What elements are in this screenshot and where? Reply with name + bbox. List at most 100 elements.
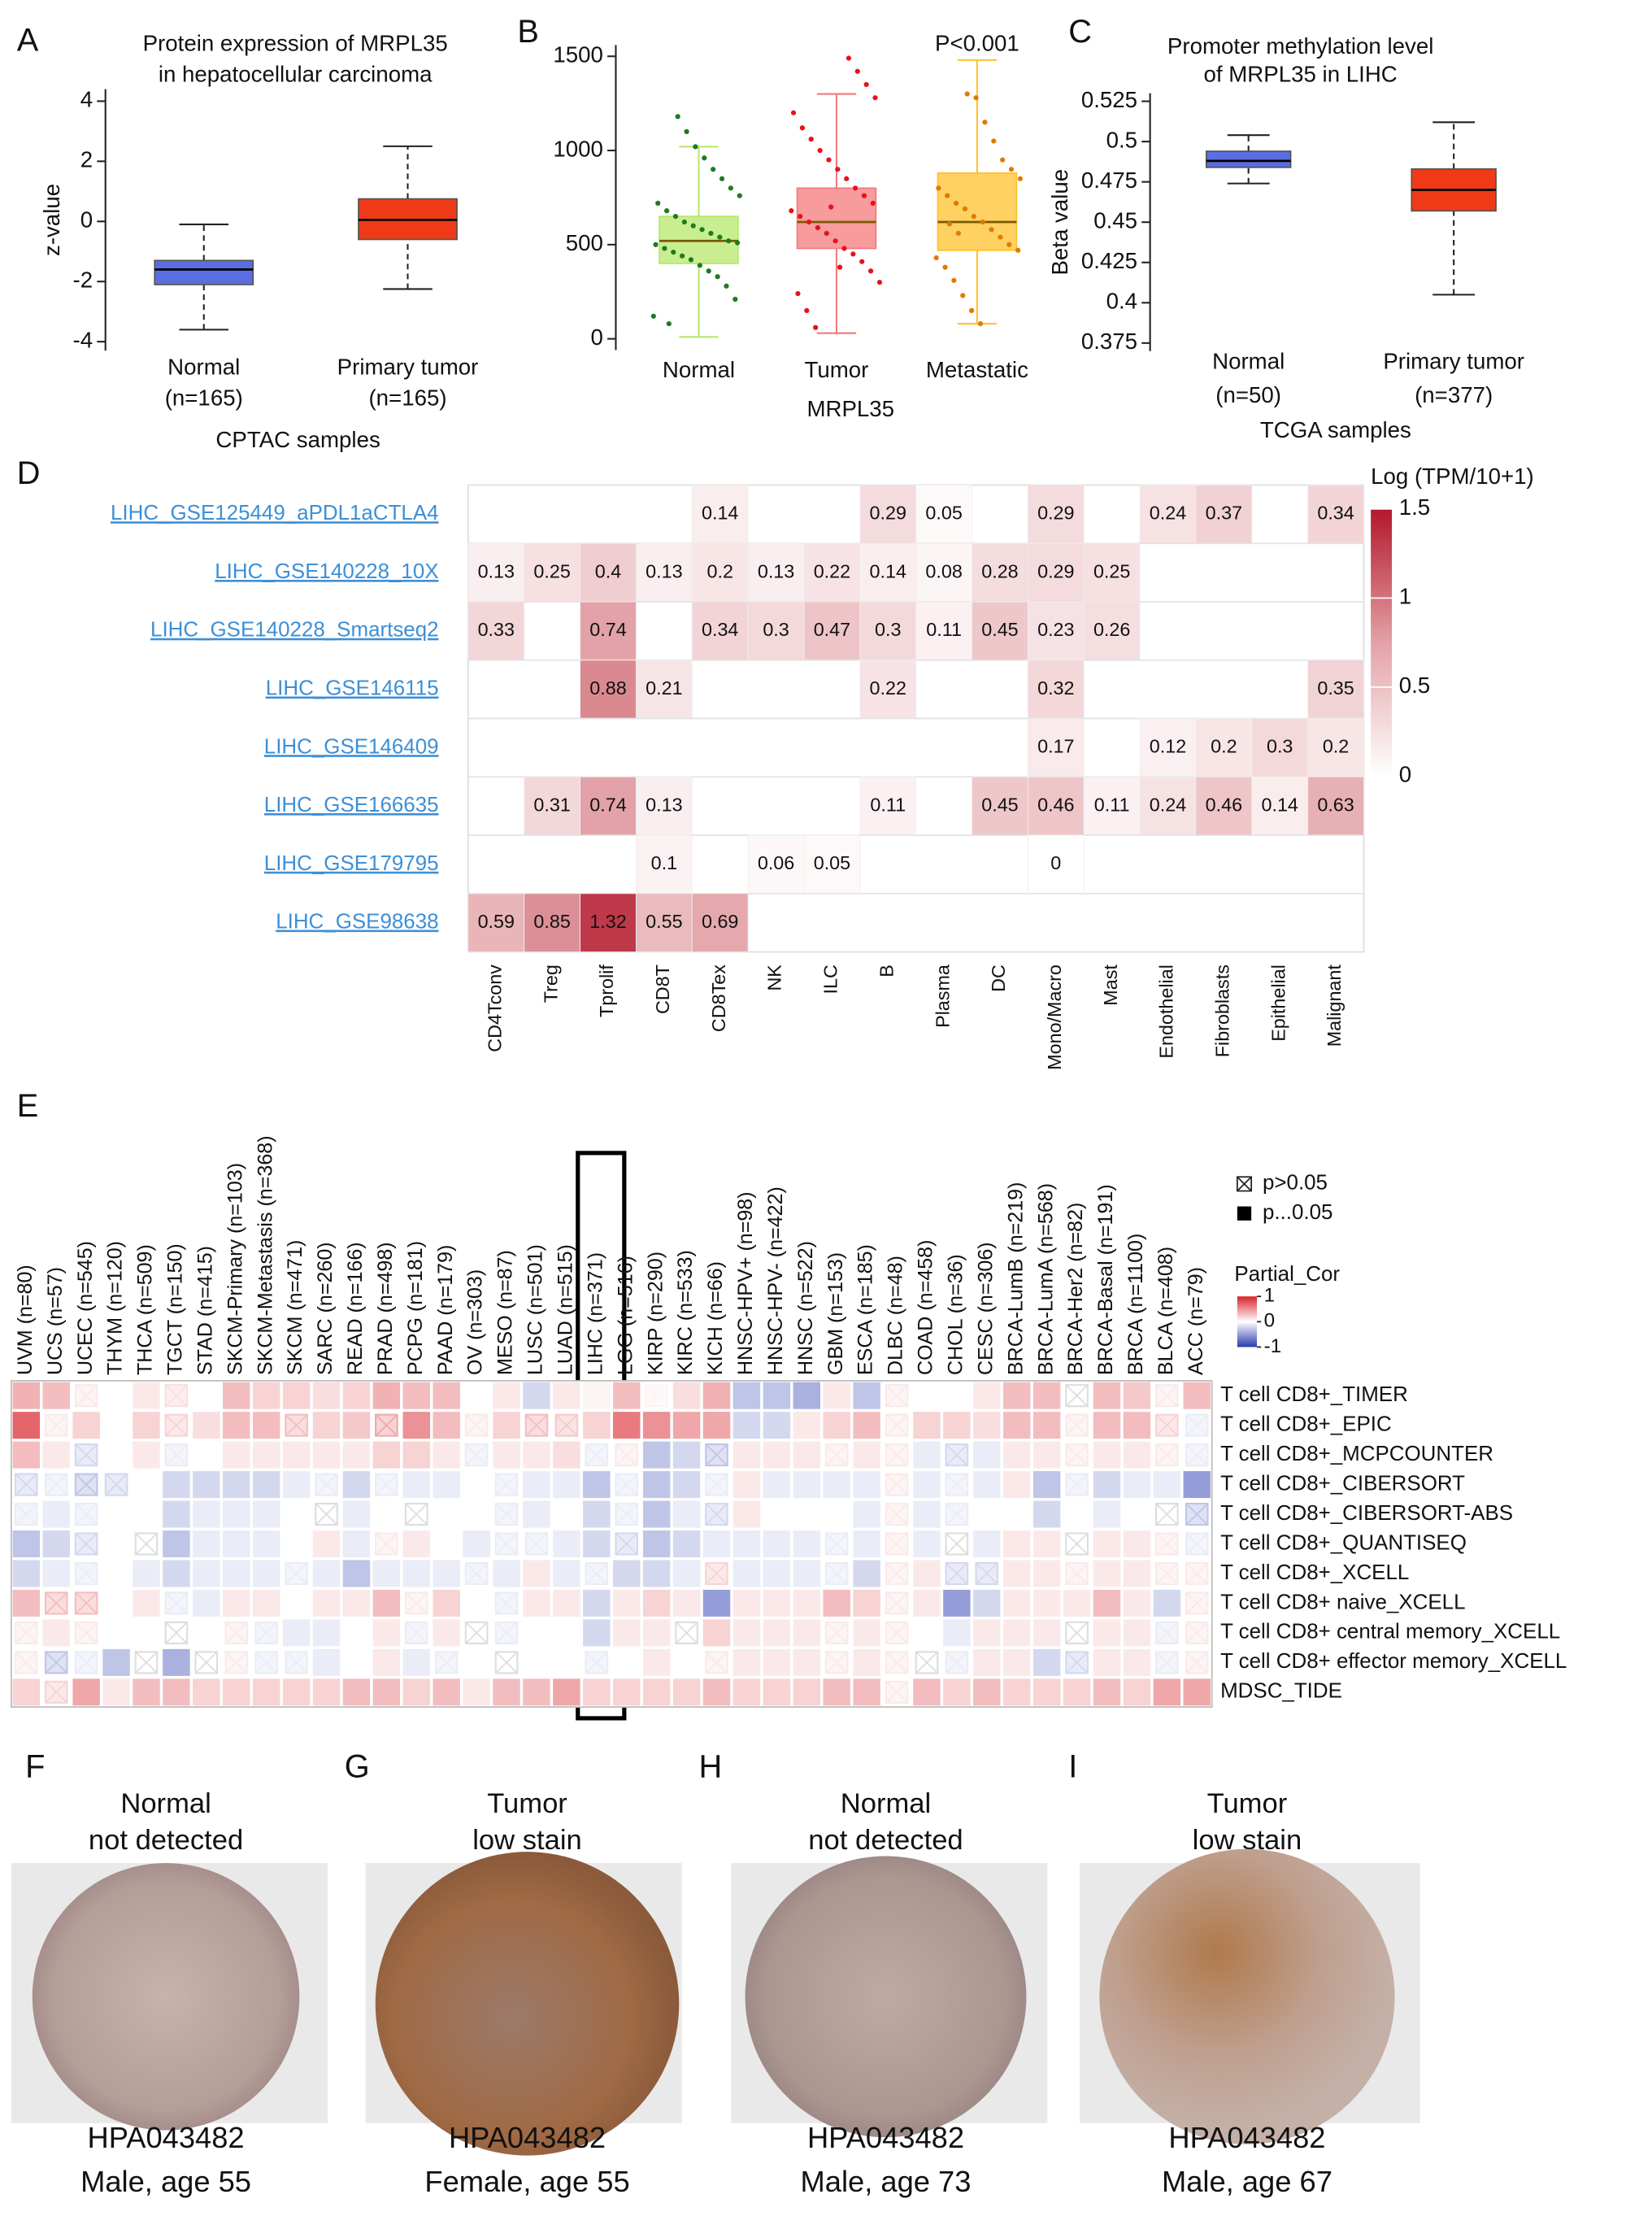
heatmap-cell	[913, 1619, 941, 1647]
row-label: T cell CD8+_CIBERSORT-ABS	[1220, 1502, 1513, 1525]
heatmap-cell	[342, 1441, 371, 1469]
heatmap-cell	[973, 1382, 1001, 1409]
heatmap-cell	[252, 1678, 280, 1706]
nonsignificant-cross	[615, 1473, 638, 1496]
heatmap-cell	[312, 1530, 341, 1558]
heatmap-cell	[1063, 1589, 1091, 1617]
heatmap-cell	[1083, 542, 1141, 603]
column-label: MESO (n=87)	[494, 1250, 517, 1375]
data-point	[980, 219, 985, 225]
nonsignificant-cross	[135, 1532, 158, 1556]
heatmap-cell	[12, 1412, 41, 1439]
column-label: BRCA-Her2 (n=82)	[1064, 1203, 1087, 1375]
panel-caption: Normal	[120, 1788, 211, 1819]
data-point	[726, 238, 732, 244]
heatmap-cell	[12, 1530, 41, 1558]
heatmap-cell	[223, 1441, 250, 1469]
nonsignificant-cross	[585, 1443, 608, 1466]
heatmap-cell	[613, 1589, 641, 1617]
heatmap-cell	[823, 1500, 850, 1528]
nonsignificant-cross	[224, 1651, 248, 1674]
data-point	[969, 307, 975, 314]
heatmap-cell	[793, 1530, 820, 1558]
heatmap-cell	[42, 1619, 70, 1647]
nonsignificant-cross	[825, 1532, 849, 1556]
cell-value: 0.31	[533, 794, 570, 815]
data-point	[663, 208, 670, 214]
column-label: Treg	[540, 964, 561, 1003]
heatmap-cell	[733, 1500, 761, 1528]
column-label: ACC (n=79)	[1185, 1267, 1207, 1375]
nonsignificant-cross	[525, 1413, 548, 1437]
nonsignificant-cross	[165, 1413, 188, 1437]
colorbar-tick-label: 0	[1399, 762, 1411, 787]
heatmap-cell	[102, 1441, 130, 1469]
heatmap-cell	[583, 1589, 611, 1617]
heatmap-cell	[793, 1471, 820, 1499]
heatmap-cell	[163, 1678, 190, 1706]
heatmap-cell	[193, 1441, 220, 1469]
heatmap-cell	[915, 601, 972, 661]
heatmap-cell	[733, 1471, 761, 1499]
heatmap-cell	[553, 1500, 580, 1528]
row-label[interactable]: LIHC_GSE179795	[264, 852, 439, 875]
cell-value: 0.05	[814, 852, 850, 873]
nonsignificant-cross	[885, 1413, 908, 1437]
row-label[interactable]: LIHC_GSE140228_Smartseq2	[150, 619, 439, 642]
heatmap-cell	[1093, 1471, 1121, 1499]
column-label: B	[876, 964, 897, 977]
y-tick-label: 0.525	[1081, 87, 1137, 112]
heatmap-cell	[913, 1589, 941, 1617]
legend-label: p...0.05	[1263, 1201, 1332, 1224]
tissue-image	[1099, 1848, 1395, 2144]
heatmap-cell	[913, 1560, 941, 1587]
column-label: CD8Tex	[708, 964, 729, 1032]
cell-value: 0.11	[1094, 794, 1130, 815]
cell-value: 0.46	[1206, 794, 1242, 815]
heatmap-cell	[312, 1678, 341, 1706]
heatmap-cell	[613, 1678, 641, 1706]
heatmap-cell	[133, 1441, 160, 1469]
data-point	[876, 280, 883, 285]
heatmap-cell	[973, 1471, 1001, 1499]
patient-label: Male, age 55	[80, 2165, 251, 2198]
nonsignificant-cross	[1155, 1622, 1179, 1644]
nonsignificant-cross	[375, 1532, 398, 1556]
heatmap-cell	[524, 893, 581, 953]
row-label[interactable]: LIHC_GSE146409	[264, 735, 439, 758]
cell-value: 0.05	[925, 503, 962, 524]
nonsignificant-cross	[75, 1651, 98, 1674]
y-tick-label: 0.45	[1093, 208, 1137, 233]
heatmap-cell	[613, 1619, 641, 1647]
heatmap-cell	[493, 1382, 520, 1409]
cell-value: 0.74	[589, 619, 626, 640]
heatmap-cell	[1307, 776, 1364, 836]
heatmap-cell	[1139, 485, 1197, 544]
heatmap-cell	[402, 1678, 431, 1706]
panel-caption: not detected	[808, 1825, 963, 1856]
row-label[interactable]: LIHC_GSE98638	[276, 911, 438, 934]
row-label[interactable]: LIHC_GSE125449_aPDL1aCTLA4	[111, 502, 439, 525]
data-point	[964, 91, 970, 97]
heatmap-cell	[1002, 1530, 1031, 1558]
data-point	[955, 230, 961, 237]
data-point	[951, 277, 957, 283]
heatmap-cell	[1032, 1500, 1061, 1528]
heatmap-cell	[733, 1560, 761, 1587]
row-label[interactable]: LIHC_GSE166635	[264, 794, 439, 816]
heatmap-cell	[102, 1560, 130, 1587]
heatmap-cell	[312, 1648, 341, 1676]
data-point	[953, 200, 959, 206]
heatmap-cell	[42, 1560, 70, 1587]
nonsignificant-cross	[315, 1473, 338, 1496]
panel-caption: low stain	[472, 1825, 582, 1856]
nonsignificant-cross	[75, 1532, 98, 1556]
row-label[interactable]: LIHC_GSE140228_10X	[215, 560, 438, 583]
data-point	[813, 324, 819, 330]
nonsignificant-cross	[375, 1473, 398, 1496]
heatmap-cell	[763, 1471, 791, 1499]
heatmap-cell	[102, 1619, 130, 1647]
heatmap-cell	[583, 1678, 611, 1706]
row-label[interactable]: LIHC_GSE146115	[266, 677, 439, 700]
